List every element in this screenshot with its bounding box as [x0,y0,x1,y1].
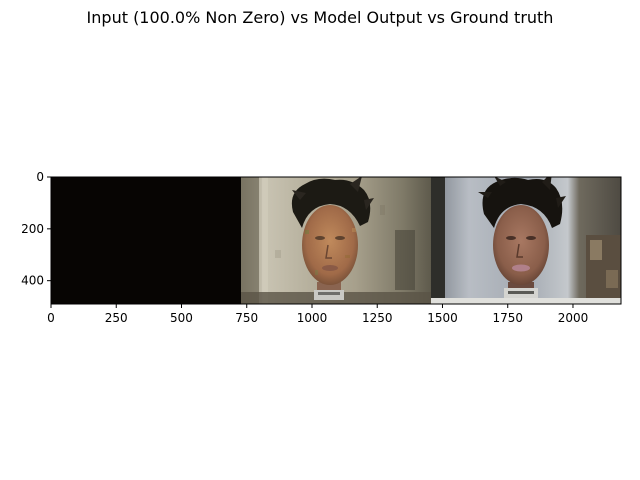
x-tick-label: 1500 [427,311,458,325]
x-axis-ticks: 0 250 500 750 1000 1250 1500 1750 2000 [47,304,588,325]
x-tick-label: 500 [170,311,193,325]
x-tick-label: 750 [235,311,258,325]
x-tick-label: 1250 [362,311,393,325]
y-tick-label: 200 [21,222,44,236]
ground-truth-image-panel [431,177,621,304]
x-tick-label: 1750 [492,311,523,325]
figure-title: Input (100.0% Non Zero) vs Model Output … [86,8,554,27]
axes-frame [50,176,622,305]
model-output-image-panel [241,177,431,304]
x-tick-label: 2000 [558,311,589,325]
x-tick-label: 250 [105,311,128,325]
x-tick-label: 1000 [297,311,328,325]
input-image-panel [51,177,241,304]
y-axis-ticks: 0 200 400 [21,170,51,288]
y-tick-label: 0 [36,170,44,184]
x-tick-label: 0 [47,311,55,325]
y-tick-label: 400 [21,274,44,288]
